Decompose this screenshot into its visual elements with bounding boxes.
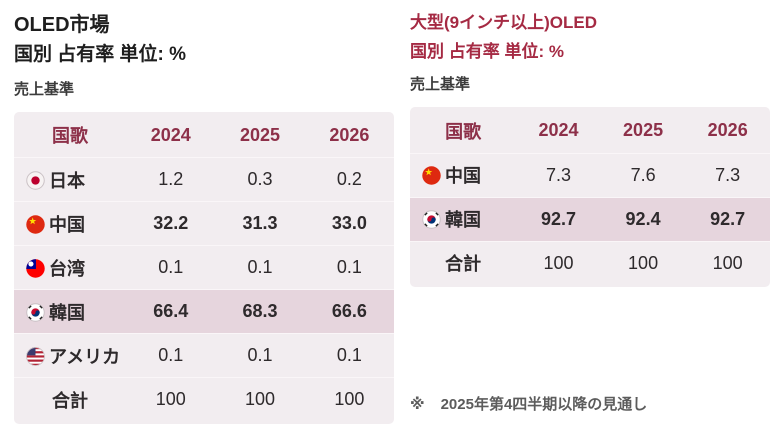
header-2024: 2024 — [538, 120, 579, 141]
value-cell: 100 — [628, 252, 659, 273]
table-row-japan: 日本 1.2 0.3 0.2 — [14, 158, 394, 202]
header-2024: 2024 — [150, 124, 191, 145]
header-country: 国歌 — [52, 126, 89, 147]
country-label: 韓国 — [445, 210, 481, 231]
table-row-korea: 韓国 92.7 92.4 92.7 — [410, 197, 770, 242]
value-cell: 92.7 — [540, 208, 576, 229]
right-panel-basis: 売上基準 — [410, 76, 471, 94]
country-label: アメリカ — [49, 346, 121, 367]
oled-market-panel: OLED市場 国別 占有率 単位: % 売上基準 国歌 2024 2025 20… — [14, 12, 394, 424]
value-cell: 33.0 — [331, 213, 367, 234]
table-row-taiwan: 台湾 0.1 0.1 0.1 — [14, 245, 394, 290]
value-cell: 0.1 — [247, 345, 273, 366]
left-share-table: 国歌 2024 2025 2026 日本 1.2 0.3 0.2 — [14, 111, 394, 424]
korea-flag-icon — [422, 210, 441, 229]
country-label: 台湾 — [49, 258, 85, 279]
value-cell: 0.1 — [336, 257, 362, 278]
value-cell: 0.1 — [158, 345, 184, 366]
country-label: 中国 — [49, 214, 85, 235]
table-header-row: 国歌 2024 2025 2026 — [410, 109, 770, 154]
value-cell: 32.2 — [153, 213, 189, 234]
taiwan-flag-icon — [26, 258, 45, 278]
left-panel-title: OLED市場 — [14, 14, 110, 36]
value-cell: 7.3 — [715, 164, 741, 185]
table-row-china: 中国 32.2 31.3 33.0 — [14, 201, 394, 246]
japan-flag-icon — [26, 170, 45, 190]
right-panel-title: 大型(9インチ以上)OLED — [410, 13, 597, 32]
table-row-china: 中国 7.3 7.6 7.3 — [410, 153, 770, 197]
country-label: 日本 — [49, 170, 85, 191]
table-row-total: 合計 100 100 100 — [410, 241, 770, 285]
left-panel-basis: 売上基準 — [14, 80, 75, 98]
left-panel-subtitle: 国別 占有率 単位: % — [14, 44, 187, 65]
total-label: 合計 — [445, 254, 482, 275]
total-label: 合計 — [52, 390, 89, 411]
value-cell: 66.4 — [153, 301, 189, 322]
value-cell: 100 — [543, 252, 574, 273]
table-row-total: 合計 100 100 100 — [14, 377, 394, 422]
note-text: 2025年第4四半期以降の見通し — [440, 396, 648, 413]
value-cell: 68.3 — [242, 301, 278, 322]
right-share-table: 国歌 2024 2025 2026 中国 7.3 7.6 7.3 — [410, 107, 770, 288]
header-2026: 2026 — [707, 120, 748, 141]
value-cell: 66.6 — [331, 301, 367, 322]
country-label: 中国 — [445, 166, 481, 187]
value-cell: 0.1 — [336, 345, 362, 366]
korea-flag-icon — [26, 302, 45, 322]
value-cell: 0.2 — [336, 169, 362, 190]
header-2026: 2026 — [329, 124, 370, 145]
header-2025: 2025 — [623, 120, 664, 141]
table-header-row: 国歌 2024 2025 2026 — [14, 114, 394, 158]
usa-flag-icon — [26, 346, 45, 366]
value-cell: 0.1 — [247, 257, 273, 278]
large-oled-panel: 大型(9インチ以上)OLED 国別 占有率 単位: % 売上基準 国歌 2024… — [410, 12, 770, 288]
value-cell: 0.1 — [158, 257, 184, 278]
china-flag-icon — [422, 166, 441, 185]
value-cell: 92.4 — [625, 208, 661, 229]
header-2025: 2025 — [240, 124, 281, 145]
value-cell: 7.6 — [630, 164, 656, 185]
value-cell: 100 — [334, 389, 365, 410]
value-cell: 100 — [245, 389, 276, 410]
forecast-note: ※ 2025年第4四半期以降の見通し — [410, 393, 647, 414]
country-label: 韓国 — [49, 302, 85, 323]
table-row-korea: 韓国 66.4 68.3 66.6 — [14, 289, 394, 334]
value-cell: 100 — [712, 252, 743, 273]
value-cell: 92.7 — [710, 208, 746, 229]
value-cell: 1.2 — [158, 169, 184, 190]
value-cell: 100 — [155, 389, 186, 410]
china-flag-icon — [26, 214, 45, 234]
value-cell: 0.3 — [247, 169, 273, 190]
value-cell: 7.3 — [545, 164, 571, 185]
table-row-usa: アメリカ 0.1 0.1 0.1 — [14, 333, 394, 378]
header-country: 国歌 — [445, 121, 482, 142]
value-cell: 31.3 — [242, 213, 278, 234]
note-marker: ※ — [410, 396, 425, 413]
right-panel-subtitle: 国別 占有率 単位: % — [410, 41, 564, 61]
